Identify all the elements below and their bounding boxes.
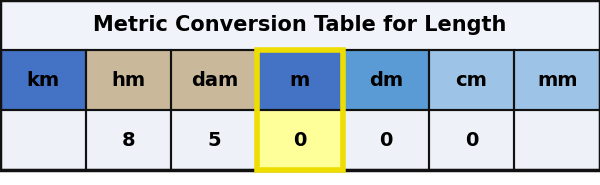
Bar	[428, 50, 514, 110]
Bar	[257, 110, 343, 170]
Bar	[514, 50, 600, 110]
Text: m: m	[290, 70, 310, 90]
Bar	[86, 50, 172, 110]
Bar	[257, 50, 343, 110]
Bar	[0, 0, 600, 50]
Bar	[172, 110, 257, 170]
Bar	[86, 110, 172, 170]
Text: 0: 0	[293, 130, 307, 149]
Bar	[257, 50, 343, 110]
Bar	[0, 50, 86, 110]
Text: 5: 5	[208, 130, 221, 149]
Text: Metric Conversion Table for Length: Metric Conversion Table for Length	[94, 15, 506, 35]
Text: hm: hm	[112, 70, 146, 90]
Bar	[428, 50, 514, 110]
Text: mm: mm	[537, 70, 577, 90]
Bar	[172, 50, 257, 110]
Bar	[343, 50, 428, 110]
Bar	[0, 110, 86, 170]
Bar	[257, 50, 343, 170]
Text: 0: 0	[379, 130, 392, 149]
Bar	[172, 50, 257, 110]
Bar	[0, 110, 86, 170]
Bar	[86, 50, 172, 110]
Text: dam: dam	[191, 70, 238, 90]
Bar	[0, 50, 86, 110]
Bar	[343, 50, 428, 110]
Bar	[343, 110, 428, 170]
Bar	[514, 50, 600, 110]
Text: 0: 0	[465, 130, 478, 149]
Bar	[514, 110, 600, 170]
Bar	[428, 110, 514, 170]
Text: 8: 8	[122, 130, 136, 149]
Bar	[172, 110, 257, 170]
Bar	[86, 110, 172, 170]
Bar	[257, 110, 343, 170]
Bar	[343, 110, 428, 170]
Text: dm: dm	[368, 70, 403, 90]
Text: km: km	[26, 70, 59, 90]
Text: cm: cm	[455, 70, 487, 90]
Bar	[428, 110, 514, 170]
Bar	[514, 110, 600, 170]
